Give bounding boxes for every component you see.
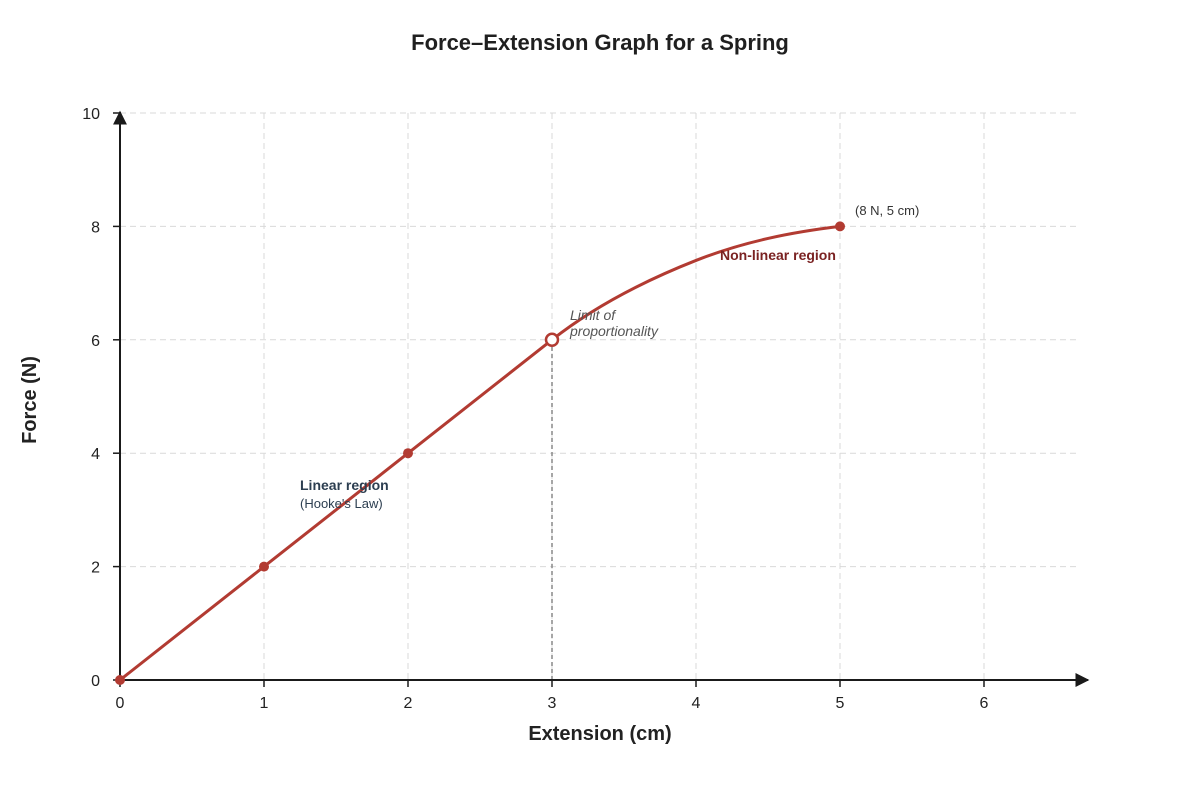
y-tick-label: 6 xyxy=(91,333,100,350)
x-tick-label: 6 xyxy=(980,695,989,712)
non-linear-region-label: Non-linear region xyxy=(720,247,836,263)
x-tick-label: 1 xyxy=(260,695,269,712)
tick-labels-group: 0 1 2 3 4 5 6 0 2 4 6 8 10 xyxy=(82,106,988,712)
endpoint-label: (8 N, 5 cm) xyxy=(855,203,919,218)
x-tick-label: 0 xyxy=(116,695,125,712)
data-point xyxy=(115,675,125,685)
limit-of-proportionality-label-line2: proportionality xyxy=(569,323,659,339)
y-tick-label: 4 xyxy=(91,446,100,463)
chart-title: Force–Extension Graph for a Spring xyxy=(411,30,789,55)
y-tick-label: 2 xyxy=(91,560,100,577)
y-tick-label: 0 xyxy=(91,673,100,690)
series-line-group xyxy=(118,224,842,682)
data-point-limit xyxy=(544,332,560,348)
linear-region-label: Linear region xyxy=(300,477,389,493)
hookes-law-label: (Hooke's Law) xyxy=(300,496,383,511)
y-tick-label: 10 xyxy=(82,106,100,123)
x-tick-label: 2 xyxy=(404,695,413,712)
y-axis-label: Force (N) xyxy=(19,356,41,444)
grid-lines xyxy=(120,112,1076,681)
data-point xyxy=(259,561,269,572)
x-axis-label: Extension (cm) xyxy=(528,723,671,745)
series-line xyxy=(118,224,842,682)
data-point xyxy=(403,448,413,459)
x-tick-label: 3 xyxy=(548,695,557,712)
y-tick-label: 8 xyxy=(91,219,100,236)
data-point xyxy=(835,221,845,232)
limit-of-proportionality-label-line1: Limit of xyxy=(570,307,617,323)
axes-group xyxy=(113,110,1090,687)
x-tick-label: 4 xyxy=(692,695,701,712)
x-tick-label: 5 xyxy=(836,695,845,712)
data-points-group xyxy=(115,221,845,685)
